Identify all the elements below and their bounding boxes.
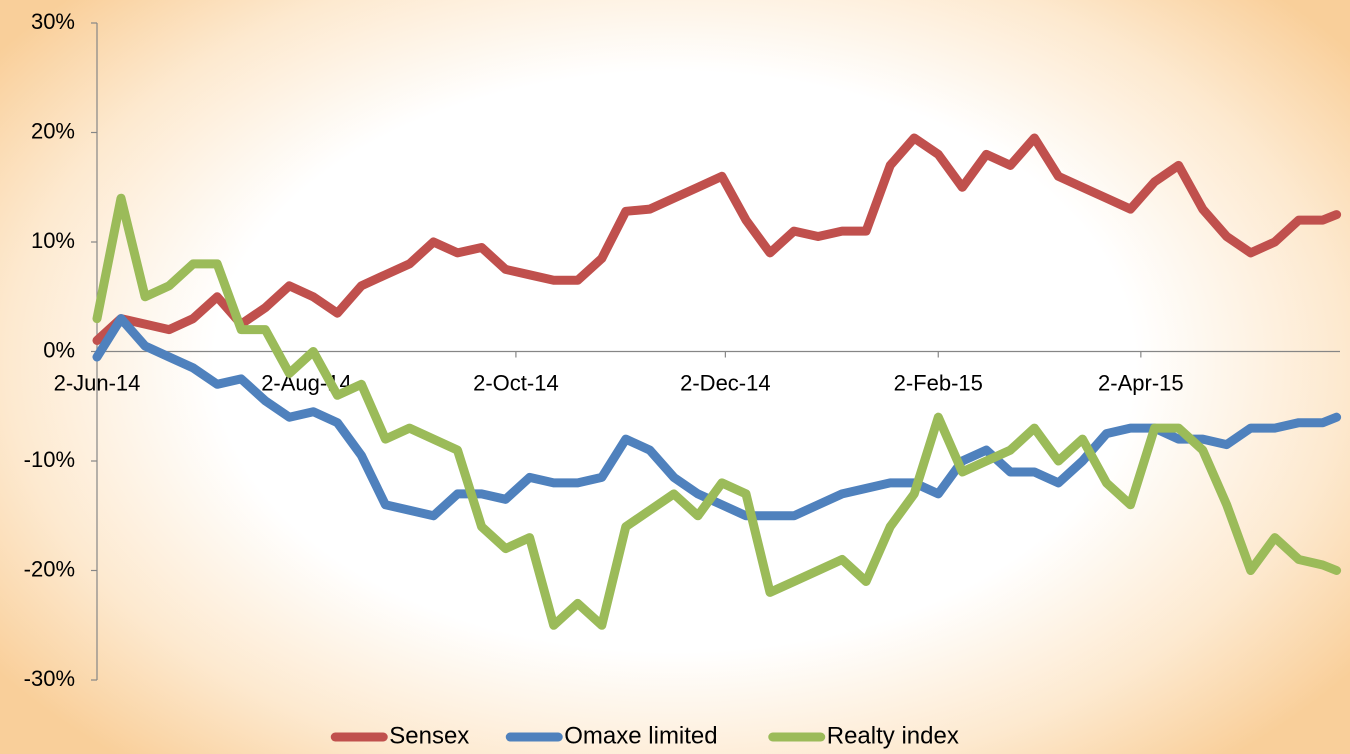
series-line (92, 133, 1342, 345)
legend-label: Sensex (389, 722, 469, 749)
x-tick-label: 2-Feb-15 (894, 370, 983, 395)
series-line (92, 314, 1342, 521)
legend-label: Realty index (827, 722, 959, 749)
y-tick-label: -20% (24, 556, 75, 581)
x-tick-label: 2-Dec-14 (680, 370, 770, 395)
x-tick-label: 2-Jun-14 (54, 370, 141, 395)
y-tick-label: 30% (31, 9, 75, 34)
y-tick-label: -30% (24, 666, 75, 691)
y-tick-label: 0% (43, 337, 75, 362)
y-tick-label: -10% (24, 447, 75, 472)
series-line (92, 193, 1342, 630)
y-tick-label: 10% (31, 228, 75, 253)
x-tick-label: 2-Oct-14 (473, 370, 559, 395)
y-tick-label: 20% (31, 118, 75, 143)
x-tick-label: 2-Apr-15 (1098, 370, 1184, 395)
legend-label: Omaxe limited (564, 722, 717, 749)
